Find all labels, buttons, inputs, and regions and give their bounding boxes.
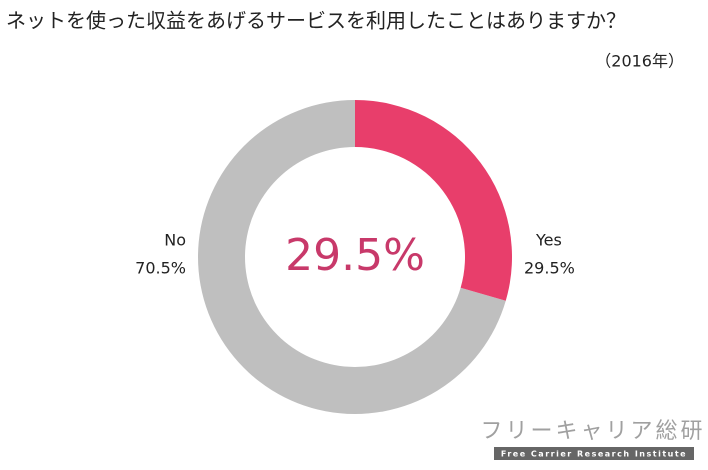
slice-value-label: 70.5% xyxy=(135,259,186,278)
donut-slice xyxy=(355,100,512,301)
chart-title: ネットを使った収益をあげるサービスを利用したことはありますか？ xyxy=(6,9,626,33)
center-label: 29.5% xyxy=(285,230,425,281)
watermark-band xyxy=(494,447,694,460)
donut-slice xyxy=(198,100,506,414)
watermark-name: フリーキャリア総研 xyxy=(480,419,705,444)
slice-label: No xyxy=(164,231,186,250)
slice-value-label: 29.5% xyxy=(524,259,575,278)
slice-label: Yes xyxy=(535,231,562,250)
chart-subtitle: （2016年） xyxy=(595,52,684,71)
watermark-tagline: Free Carrier Research Institute xyxy=(501,450,687,459)
